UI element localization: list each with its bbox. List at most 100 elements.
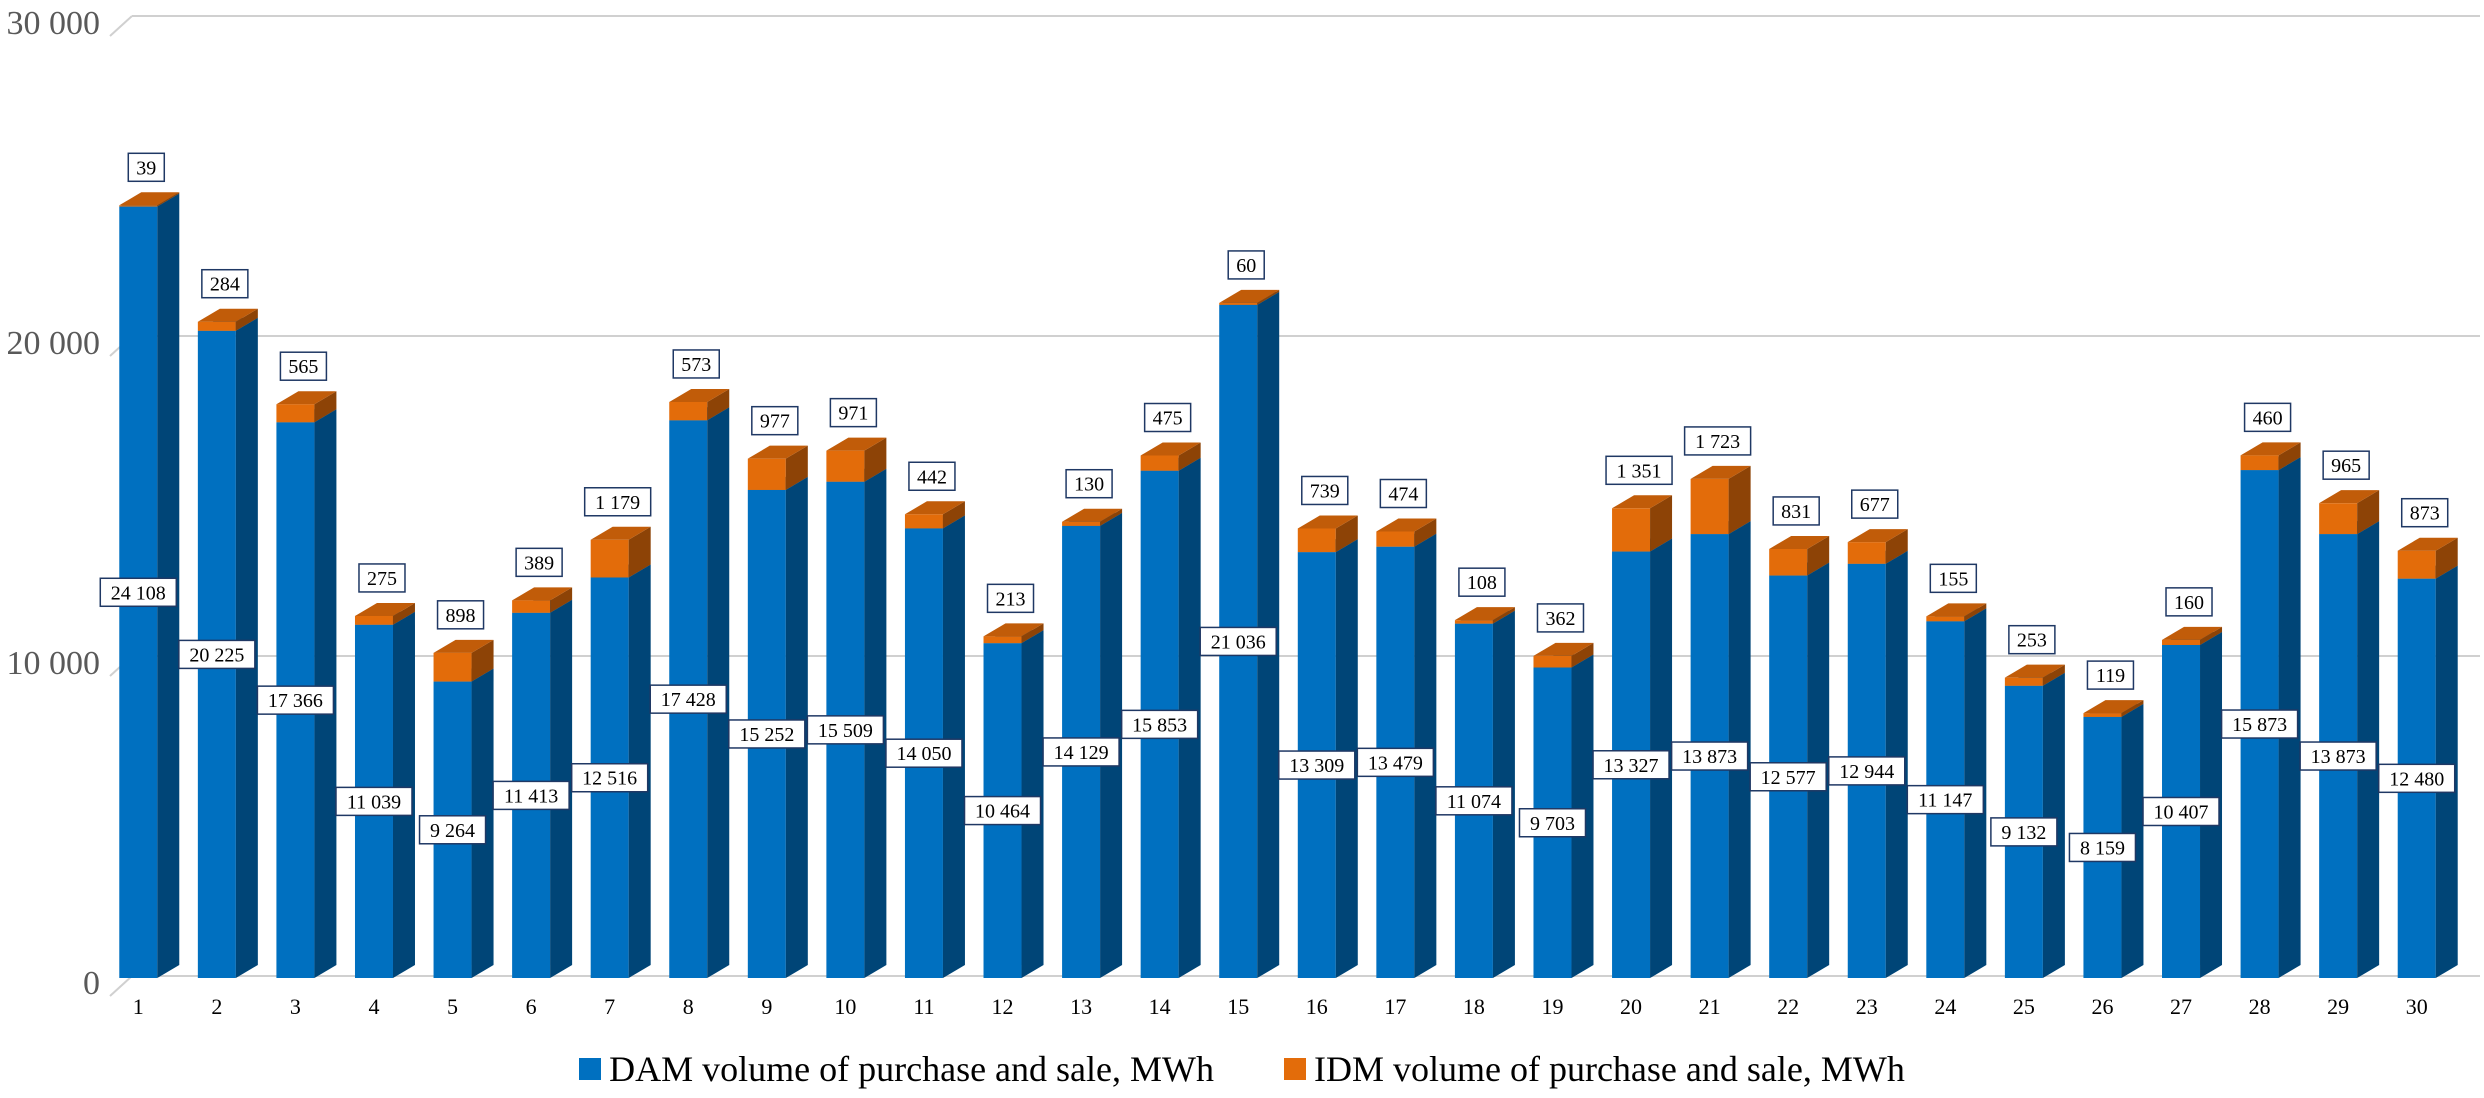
data-label-idm: 39 — [136, 157, 156, 179]
bar-idm-23 — [1847, 529, 1908, 564]
legend-swatch-dam — [579, 1058, 602, 1080]
data-label-dam-box — [1435, 786, 1513, 816]
x-tick-label: 30 — [2406, 994, 2428, 1019]
data-label-dam-box — [1749, 762, 1827, 792]
data-label-idm-box — [2243, 402, 2292, 433]
data-label-dam: 9 703 — [1530, 813, 1575, 835]
data-label-idm: 965 — [2331, 455, 2361, 477]
data-label-dam-box — [1120, 709, 1199, 740]
x-axis: 1 2 3 4 5 6 7 8 9 10 11 12 13 14 15 16 17 18 19 20 21 22 23 24 2… — [133, 994, 2428, 1019]
x-tick-label: 1 — [133, 994, 144, 1019]
data-label-idm-box — [279, 351, 328, 381]
data-label-idm: 213 — [996, 588, 1026, 610]
x-tick-label: 15 — [1227, 994, 1249, 1019]
data-label-idm: 475 — [1153, 408, 1183, 430]
data-label-dam-box — [963, 795, 1042, 826]
data-label-idm: 1 179 — [595, 492, 640, 514]
legend-label-dam: DAM volume of purchase and sale, MWh — [609, 1049, 1214, 1089]
data-label-dam: 17 428 — [661, 689, 716, 711]
data-label-idm-box — [1143, 402, 1192, 433]
data-label-dam: 9 264 — [430, 820, 475, 842]
data-label-idm: 160 — [2174, 592, 2204, 614]
x-tick-label: 21 — [1699, 994, 1721, 1019]
data-label-idm-box — [751, 405, 799, 436]
data-label-dam-box — [1278, 750, 1356, 780]
data-label-dam: 15 509 — [818, 720, 873, 742]
bar-idm-1 — [119, 192, 180, 207]
bar-idm-4 — [354, 602, 415, 625]
data-label-idm: 108 — [1467, 572, 1497, 594]
data-label-idm-box — [1929, 563, 1978, 594]
y-tick-label: 10 000 — [7, 645, 101, 682]
data-labels: 24 108 39 20 225 284 17 366 565 11 039 275 9 264… — [99, 152, 2456, 863]
data-label-idm-box — [908, 461, 956, 492]
data-label-dam: 11 147 — [1918, 790, 1972, 812]
bar-idm-8 — [669, 388, 730, 421]
data-label-dam-box — [1670, 741, 1749, 771]
bar-idm-10 — [826, 437, 887, 482]
x-tick-label: 3 — [290, 994, 301, 1019]
data-label-dam: 14 129 — [1054, 742, 1109, 764]
bar-idm-2 — [197, 308, 258, 331]
data-label-idm: 831 — [1781, 501, 1811, 523]
bar-idm-11 — [904, 501, 965, 529]
data-label-idm: 677 — [1860, 494, 1890, 516]
bar-idm-24 — [1926, 603, 1987, 622]
legend-item-dam: DAM volume of purchase and sale, MWh — [579, 1048, 1214, 1090]
data-label-idm-box — [1683, 426, 1752, 456]
bar-idm-29 — [2319, 490, 2380, 535]
x-tick-label: 13 — [1070, 994, 1092, 1019]
data-label-idm: 873 — [2410, 503, 2440, 525]
data-label-idm-box — [515, 547, 563, 578]
data-label-dam-box — [1356, 747, 1435, 778]
bar-idm-20 — [1612, 495, 1673, 552]
data-label-dam-box — [1828, 756, 1906, 786]
data-label-idm: 362 — [1545, 608, 1575, 630]
x-tick-label: 19 — [1541, 994, 1563, 1019]
x-tick-label: 23 — [1856, 994, 1878, 1019]
data-label-idm-box — [1605, 455, 1673, 486]
data-label-dam: 12 480 — [2389, 768, 2444, 790]
x-tick-label: 12 — [992, 994, 1014, 1019]
data-label-idm-box — [436, 600, 485, 630]
bar-idm-9 — [747, 445, 808, 490]
data-label-idm: 573 — [681, 354, 711, 376]
data-label-idm: 898 — [446, 605, 476, 627]
x-tick-label: 8 — [683, 994, 694, 1019]
data-label-idm-box — [1458, 567, 1506, 597]
data-label-dam: 12 516 — [582, 768, 637, 790]
data-label-idm: 155 — [1938, 568, 1968, 590]
data-label-dam: 17 366 — [268, 690, 323, 712]
x-tick-label: 4 — [368, 994, 379, 1019]
gridline-depth — [109, 15, 133, 37]
data-label-idm-box — [583, 487, 652, 517]
data-label-dam-box — [2377, 763, 2456, 794]
data-label-dam-box — [492, 780, 570, 811]
data-label-idm-box — [1065, 468, 1113, 499]
bar-idm-22 — [1769, 535, 1830, 576]
data-label-dam-box — [418, 815, 487, 845]
data-label-dam: 10 407 — [2154, 801, 2209, 823]
data-label-dam: 11 039 — [347, 791, 401, 813]
data-label-dam-box — [1518, 808, 1587, 838]
bar-idm-19 — [1533, 642, 1594, 668]
x-tick-label: 16 — [1306, 994, 1328, 1019]
data-label-dam: 13 309 — [1289, 755, 1344, 777]
gridline-depth — [109, 975, 133, 997]
data-label-idm: 460 — [2253, 407, 2283, 429]
data-label-dam: 11 074 — [1447, 791, 1501, 813]
data-label-idm-box — [1772, 496, 1820, 526]
data-label-idm: 253 — [2017, 630, 2047, 652]
data-label-idm: 442 — [917, 466, 947, 488]
data-label-dam-box — [2068, 832, 2137, 863]
data-label-dam-box — [728, 719, 806, 749]
data-label-idm-box — [829, 397, 878, 428]
data-label-dam-box — [1906, 784, 1985, 815]
x-tick-label: 25 — [2013, 994, 2035, 1019]
data-label-dam: 24 108 — [111, 582, 166, 604]
data-label-dam-box — [178, 639, 256, 670]
x-tick-label: 24 — [1934, 994, 1956, 1019]
data-label-idm: 1 723 — [1695, 431, 1740, 453]
data-label-idm: 1 351 — [1617, 460, 1662, 482]
data-label-dam: 20 225 — [189, 644, 244, 666]
